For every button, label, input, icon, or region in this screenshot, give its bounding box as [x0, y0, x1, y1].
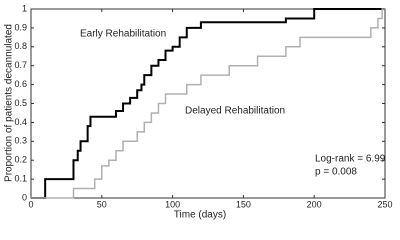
x-tick-label: 200 — [307, 199, 322, 209]
y-tick-label: 1 — [22, 3, 27, 13]
x-tick-label: 250 — [377, 199, 392, 209]
survival-curve — [31, 8, 385, 199]
x-axis-label: Time (days) — [174, 210, 226, 221]
y-tick-label: 0 — [22, 192, 27, 202]
x-tick-label: 100 — [165, 199, 180, 209]
y-tick-label: 0.5 — [14, 98, 27, 108]
series-label: Delayed Rehabilitation — [185, 106, 285, 117]
y-tick-label: 0.3 — [14, 136, 27, 146]
survival-curve — [31, 8, 385, 199]
y-tick-label: 0.7 — [14, 60, 27, 70]
annotation: p = 0.008 — [315, 167, 357, 178]
x-tick-label: 50 — [97, 199, 107, 209]
x-tick-label: 0 — [28, 199, 33, 209]
x-tick-label: 150 — [236, 199, 251, 209]
y-tick-label: 0.6 — [14, 79, 27, 89]
y-tick-label: 0.4 — [14, 117, 27, 127]
y-axis-label: Proportion of patients decannulated — [4, 24, 15, 182]
annotation: Log-rank = 6.99 — [315, 154, 386, 165]
y-tick-label: 0.9 — [14, 22, 27, 32]
y-tick-label: 0.8 — [14, 41, 27, 51]
series-label: Early Rehabilitation — [80, 29, 166, 40]
y-tick-label: 0.2 — [14, 155, 27, 165]
chart: Time (days) Proportion of patients decan… — [4, 3, 393, 221]
y-tick-label: 0.1 — [14, 173, 27, 183]
